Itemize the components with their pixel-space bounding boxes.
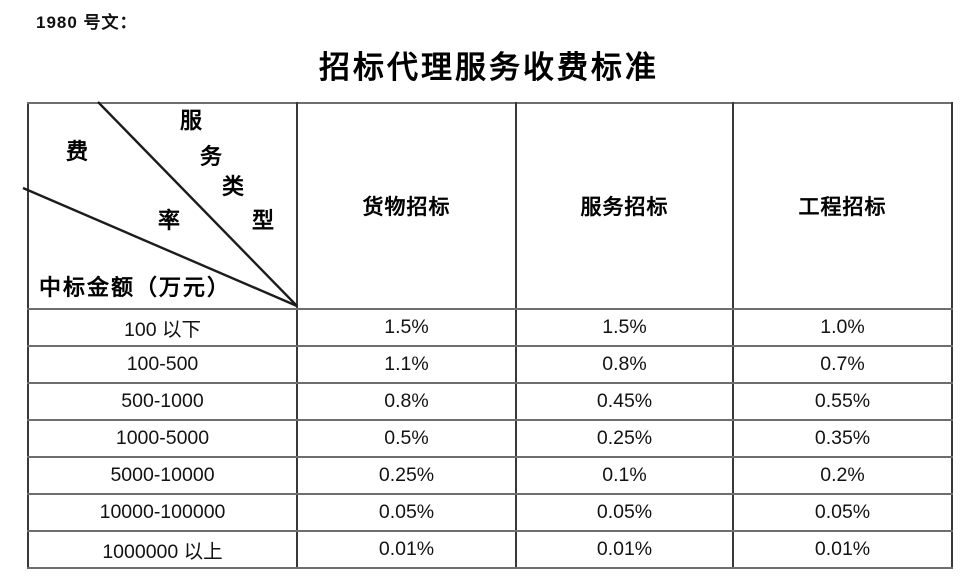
table-row: 5000-10000 0.25% 0.1% 0.2% (27, 456, 953, 495)
rate-cell: 0.45% (515, 382, 734, 421)
rate-cell: 0.8% (515, 345, 734, 384)
table-row: 1000-5000 0.5% 0.25% 0.35% (27, 419, 953, 458)
rate-cell: 0.01% (296, 530, 517, 569)
header-row: 费 率 服 务 类 型 中标金额（万元） 货物招标 服务招标 工程招标 (22, 101, 953, 310)
amount-range-cell: 100 以下 (27, 308, 298, 347)
rate-cell: 0.1% (515, 456, 734, 495)
amount-range-cell: 5000-10000 (27, 456, 298, 495)
corner-amount-label: 中标金额（万元） (39, 275, 232, 300)
rate-cell: 0.05% (515, 493, 734, 532)
corner-label-type-char-2: 务 (200, 144, 223, 169)
rate-cell: 0.05% (296, 493, 517, 532)
column-header-services: 服务招标 (515, 102, 734, 310)
page-title: 招标代理服务收费标准 (319, 50, 659, 85)
rate-cell: 0.05% (732, 493, 953, 532)
rate-cell: 0.25% (296, 456, 517, 495)
doc-ref: 1980 号文： (36, 13, 138, 32)
rate-cell: 0.7% (732, 345, 953, 384)
amount-range-cell: 100-500 (27, 345, 298, 384)
column-header-goods: 货物招标 (296, 102, 517, 310)
amount-range-cell: 10000-100000 (27, 493, 298, 532)
amount-range-cell: 500-1000 (27, 382, 298, 421)
rate-cell: 0.5% (296, 419, 517, 458)
rate-cell: 1.5% (296, 308, 517, 347)
rate-cell: 0.8% (296, 382, 517, 421)
amount-range-cell: 1000-5000 (27, 419, 298, 458)
corner-label-fee-char-2: 率 (158, 208, 181, 233)
rate-cell: 0.01% (732, 530, 953, 569)
table-row: 10000-100000 0.05% 0.05% 0.05% (27, 493, 953, 532)
column-header-works: 工程招标 (732, 102, 953, 310)
rate-cell: 0.55% (732, 382, 953, 421)
rate-cell: 0.25% (515, 419, 734, 458)
table-row: 1000000 以上 0.01% 0.01% 0.01% (27, 530, 953, 569)
diagonal-divider-lines (22, 101, 298, 308)
table-row: 100 以下 1.5% 1.5% 1.0% (27, 308, 953, 347)
rate-cell: 1.5% (515, 308, 734, 347)
table-row: 500-1000 0.8% 0.45% 0.55% (27, 382, 953, 421)
corner-header-cell: 费 率 服 务 类 型 中标金额（万元） (22, 101, 298, 310)
fee-table: 费 率 服 务 类 型 中标金额（万元） 货物招标 服务招标 工程招标 100 … (22, 101, 953, 569)
rate-cell: 0.2% (732, 456, 953, 495)
rate-cell: 0.01% (515, 530, 734, 569)
rate-cell: 1.1% (296, 345, 517, 384)
rate-cell: 1.0% (732, 308, 953, 347)
corner-label-type-char-1: 服 (180, 108, 203, 133)
rate-cell: 0.35% (732, 419, 953, 458)
corner-label-type-char-4: 型 (252, 208, 275, 233)
corner-label-type-char-3: 类 (222, 174, 245, 199)
amount-range-cell: 1000000 以上 (27, 530, 298, 569)
table-row: 100-500 1.1% 0.8% 0.7% (27, 345, 953, 384)
corner-label-fee-char-1: 费 (66, 139, 89, 164)
